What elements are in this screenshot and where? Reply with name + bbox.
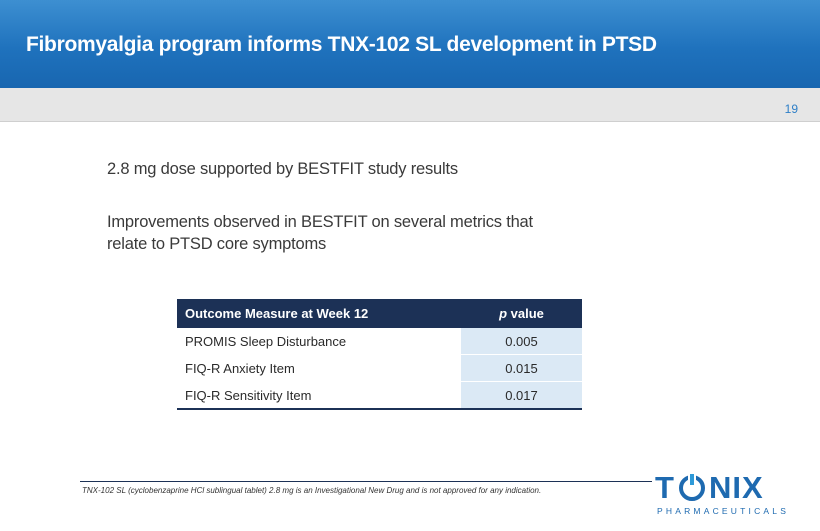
- logo-letter-i: I: [732, 470, 742, 505]
- title-banner: Fibromyalgia program informs TNX-102 SL …: [0, 0, 820, 88]
- header-p-italic: p: [499, 306, 508, 321]
- logo-letter-x: X: [741, 470, 764, 505]
- logo-letter-t: T: [655, 470, 675, 505]
- row-p-value: 0.005: [461, 328, 582, 355]
- bullet-improvements-line1: Improvements observed in BESTFIT on seve…: [107, 213, 533, 231]
- header-value-text: value: [507, 306, 544, 321]
- row-measure: FIQ-R Anxiety Item: [177, 354, 461, 382]
- table-row: FIQ-R Anxiety Item 0.015: [177, 354, 582, 382]
- page-number: 19: [784, 102, 798, 116]
- table-row: PROMIS Sleep Disturbance 0.005: [177, 328, 582, 355]
- header-p-value: p value: [461, 299, 582, 328]
- row-measure: FIQ-R Sensitivity Item: [177, 381, 461, 410]
- footer-divider: [80, 481, 652, 482]
- outcome-table: Outcome Measure at Week 12 p value PROMI…: [177, 299, 582, 410]
- bullet-improvements-line2: relate to PTSD core symptoms: [107, 235, 327, 253]
- footnote: TNX-102 SL (cyclobenzaprine HCl sublingu…: [82, 486, 542, 495]
- row-p-value: 0.017: [461, 381, 582, 410]
- table-row: FIQ-R Sensitivity Item 0.017: [177, 381, 582, 410]
- tonix-logo: T NIX PHARMACEUTICALS: [655, 470, 800, 520]
- bullet-improvements: Improvements observed in BESTFIT on seve…: [107, 211, 533, 255]
- header-outcome-measure: Outcome Measure at Week 12: [177, 299, 461, 328]
- table-header-row: Outcome Measure at Week 12 p value: [177, 299, 582, 328]
- sub-banner: [0, 88, 820, 122]
- row-measure: PROMIS Sleep Disturbance: [177, 328, 461, 355]
- logo-power-icon: [677, 472, 707, 502]
- slide-title: Fibromyalgia program informs TNX-102 SL …: [26, 33, 657, 56]
- logo-letter-n: N: [708, 470, 733, 505]
- row-p-value: 0.015: [461, 354, 582, 382]
- logo-wordmark: T NIX: [655, 470, 764, 506]
- logo-subtitle: PHARMACEUTICALS: [657, 506, 790, 516]
- bullet-dose: 2.8 mg dose supported by BESTFIT study r…: [107, 160, 458, 178]
